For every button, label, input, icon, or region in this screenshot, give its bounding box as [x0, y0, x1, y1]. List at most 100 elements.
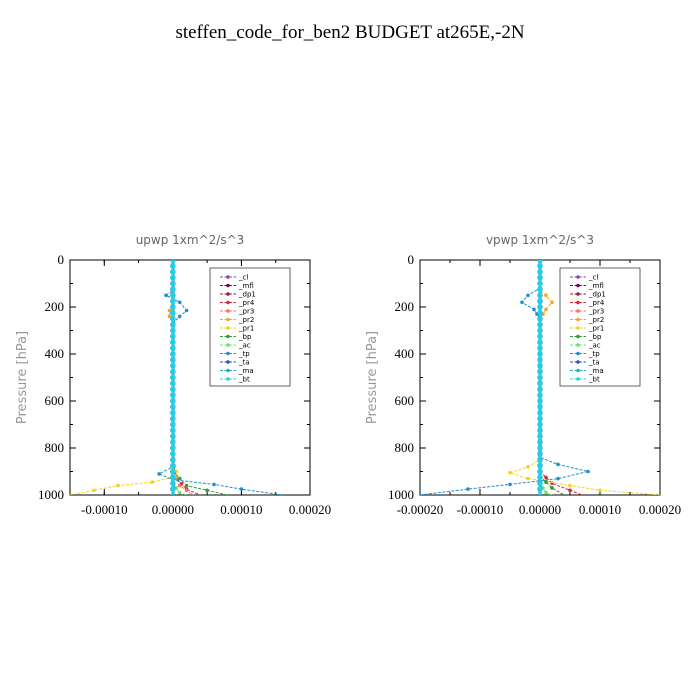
- series-point-bt: [537, 398, 543, 404]
- series-point-bt: [537, 457, 543, 463]
- series-point-pr2: [544, 293, 548, 298]
- legend-marker: [576, 283, 580, 288]
- legend-item: _cl: [588, 274, 598, 282]
- series-point-bt: [170, 260, 176, 263]
- legend-item: _pr1: [238, 325, 254, 333]
- x-tick-label: 0.00020: [289, 502, 331, 517]
- y-tick-label: 400: [45, 346, 65, 361]
- series-point-bt: [170, 421, 176, 428]
- series-point-bt: [537, 322, 543, 328]
- series-point-bt: [537, 333, 543, 339]
- series-point-bt: [170, 433, 176, 439]
- series-point-bt: [170, 310, 176, 316]
- legend-item: _bt: [238, 376, 250, 384]
- legend-marker: [576, 360, 580, 364]
- legend-marker: [576, 300, 580, 305]
- x-tick-label: 0.00010: [579, 502, 621, 517]
- series-point-bt: [537, 421, 543, 428]
- series-point-bt: [537, 351, 543, 357]
- legend-item: _pr3: [588, 308, 604, 316]
- x-tick-label: 0.00020: [639, 502, 681, 517]
- series-point-tp: [212, 482, 216, 487]
- chart-title: upwp 1xm^2/s^3: [136, 233, 245, 247]
- legend-item: _ac: [238, 342, 251, 350]
- y-tick-label: 200: [45, 299, 65, 314]
- series-point-bt: [170, 351, 176, 357]
- legend-item: _pr1: [588, 325, 604, 333]
- series-point-bt: [170, 480, 176, 486]
- series-point-bt: [537, 468, 543, 475]
- series-point-tp: [466, 487, 470, 491]
- legend-box: [209, 267, 291, 387]
- series-point-bt: [170, 392, 176, 398]
- legend-marker: [576, 292, 580, 296]
- series-point-bt: [537, 310, 543, 316]
- series-point-bt: [170, 445, 176, 451]
- series-point-pr4: [568, 488, 572, 493]
- series-point-bt: [537, 374, 543, 381]
- series-point-bt: [170, 463, 176, 469]
- series-point-tp: [526, 293, 530, 298]
- series-point-pr1: [598, 488, 602, 493]
- legend-item: _dp1: [238, 291, 256, 299]
- legend-marker: [576, 377, 580, 381]
- series-point-bp: [544, 480, 548, 484]
- legend-marker: [226, 343, 230, 347]
- legend-item: _pr2: [588, 316, 604, 324]
- y-tick-label: 800: [395, 440, 415, 455]
- y-tick-label: 200: [395, 299, 415, 314]
- series-point-bt: [537, 451, 543, 457]
- y-tick-label: 400: [395, 346, 415, 361]
- y-tick-label: 800: [45, 440, 65, 455]
- y-axis-label: Pressure [hPa]: [15, 331, 30, 424]
- y-tick-label: 600: [45, 393, 65, 408]
- legend-marker: [576, 309, 580, 313]
- series-point-bt: [170, 363, 176, 369]
- legend-item: _mfl: [588, 282, 604, 290]
- legend-marker: [576, 368, 580, 373]
- series-point-bt: [537, 269, 543, 275]
- series-point-pr2: [544, 307, 548, 312]
- series-point-bt: [170, 333, 176, 339]
- x-tick-label: 0.00010: [220, 502, 262, 517]
- series-point-tp: [177, 300, 182, 305]
- series-point-bt: [170, 316, 176, 322]
- series-point-bt: [537, 380, 543, 386]
- series-point-pr1: [526, 476, 530, 481]
- x-tick-label: -0.00020: [397, 502, 444, 517]
- legend-marker: [226, 275, 230, 279]
- legend-marker: [226, 309, 230, 313]
- series-point-bt: [537, 439, 543, 445]
- series-point-bt: [537, 410, 543, 416]
- series-point-bt: [537, 445, 543, 451]
- series-point-bt: [170, 451, 176, 457]
- legend-marker: [576, 351, 580, 356]
- series-point-pr4: [544, 475, 548, 480]
- series-point-bt: [170, 386, 176, 392]
- series-point-bp: [550, 486, 554, 490]
- series-point-bt: [537, 263, 543, 269]
- y-tick-label: 0: [58, 252, 65, 267]
- series-point-bt: [170, 304, 176, 310]
- legend-item: _pr4: [588, 299, 605, 307]
- series-point-bt: [537, 416, 543, 422]
- series-point-bt: [170, 410, 176, 416]
- page-title: steffen_code_for_ben2 BUDGET at265E,-2N: [175, 22, 525, 43]
- series-point-bt: [170, 439, 176, 445]
- legend-item: _dp1: [588, 291, 606, 299]
- chart-panel-2: vpwp 1xm^2/s^3 Pressure [hPa] 0 200 400 600 80…: [365, 233, 681, 517]
- series-point-bt: [537, 474, 543, 480]
- series-point-tp: [239, 487, 244, 491]
- series-point-bt: [170, 263, 176, 269]
- series-point-bt: [537, 363, 543, 369]
- legend-marker: [226, 292, 230, 296]
- legend-item: _tp: [238, 350, 250, 358]
- series-point-bt: [170, 369, 176, 375]
- series-point-pr1: [150, 480, 155, 484]
- series-point-bt: [537, 345, 543, 351]
- series-point-bt: [170, 486, 176, 492]
- series-point-pr1: [174, 469, 179, 474]
- legend-marker: [576, 334, 580, 339]
- legend-item: _tp: [588, 350, 600, 358]
- series-point-tp: [164, 293, 168, 298]
